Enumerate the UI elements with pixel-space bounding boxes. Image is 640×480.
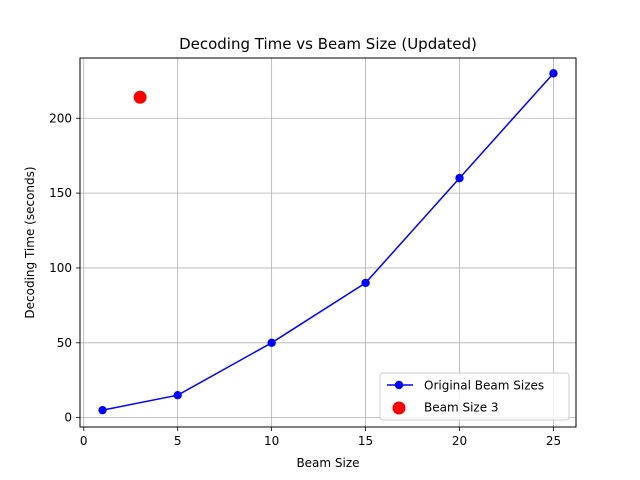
- x-tick-label: 5: [174, 434, 182, 448]
- data-point-original-beam-sizes: [267, 338, 276, 347]
- y-tick-label: 100: [49, 261, 72, 275]
- x-axis-label: Beam Size: [296, 456, 359, 470]
- x-tick-label: 15: [358, 434, 373, 448]
- x-tick-label: 20: [452, 434, 467, 448]
- legend-marker-original-beam-sizes: [394, 380, 404, 390]
- y-axis-label: Decoding Time (seconds): [23, 166, 37, 318]
- data-point-original-beam-sizes: [549, 69, 558, 78]
- plot-frame: [79, 57, 577, 428]
- y-tick-label: 50: [57, 336, 72, 350]
- x-tick-label: 0: [80, 434, 88, 448]
- grid: [80, 58, 576, 427]
- data-point-original-beam-sizes: [173, 390, 182, 400]
- legend-marker-beam-size-3: [392, 401, 406, 415]
- legend: Original Beam Sizes Beam Size 3: [379, 372, 570, 421]
- series-layer: [98, 69, 558, 415]
- legend-label: Original Beam Sizes: [424, 379, 544, 393]
- data-point-beam-size-3: [133, 90, 147, 104]
- legend-label: Beam Size 3: [424, 401, 499, 415]
- y-tick-label: 150: [49, 186, 72, 200]
- y-tick-label: 0: [64, 411, 72, 425]
- chart-title: Decoding Time vs Beam Size (Updated): [179, 35, 477, 53]
- data-point-original-beam-sizes: [455, 173, 464, 183]
- legend-box: [379, 372, 570, 421]
- data-point-original-beam-sizes: [98, 405, 107, 415]
- x-tick-label: 25: [546, 434, 561, 448]
- ticks: 0 5 10 15 20 25 0 50 100 150 200: [49, 111, 561, 448]
- data-point-original-beam-sizes: [361, 278, 370, 288]
- x-tick-label: 10: [264, 434, 279, 448]
- series-line-original-beam-sizes: [102, 72, 555, 411]
- y-tick-label: 200: [49, 111, 72, 125]
